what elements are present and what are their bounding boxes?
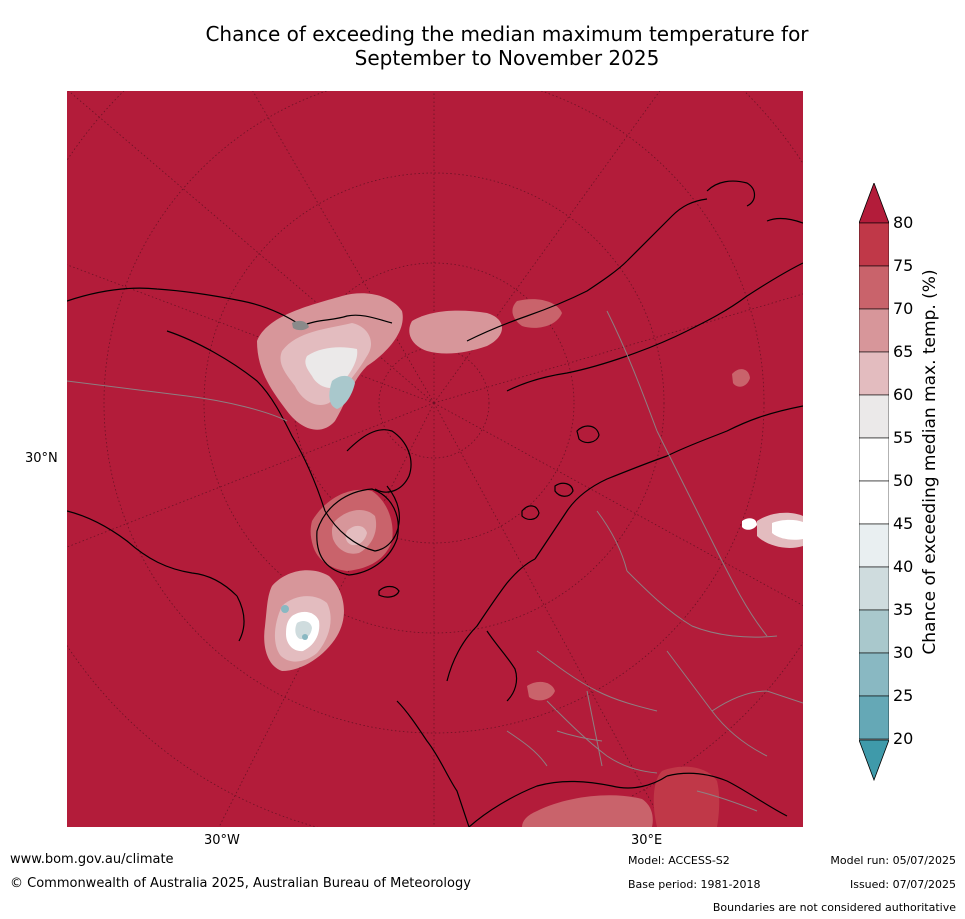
- probability-patches: [257, 293, 803, 827]
- colorbar-tick-label: 55: [893, 428, 914, 447]
- colorbar-bin: [859, 222, 889, 267]
- colorbar-bins: [859, 222, 889, 740]
- coastlines: [67, 180, 803, 827]
- colorbar-tick-label: 75: [893, 256, 914, 275]
- grey-patch: [292, 320, 309, 331]
- colorbar-tick-label: 35: [893, 600, 914, 619]
- colorbar-tick-label: 45: [893, 514, 914, 533]
- colorbar-tick-label: 50: [893, 471, 914, 490]
- model-run-text: Model run: 05/07/2025: [830, 854, 956, 867]
- colorbar-bin: [859, 265, 889, 310]
- colorbar-bin: [859, 394, 889, 439]
- lat-label-30n: 30°N: [25, 451, 58, 466]
- colorbar-bin: [859, 609, 889, 654]
- polar-projection-map: [67, 91, 803, 827]
- colorbar-tick-label: 20: [893, 729, 914, 748]
- colorbar-bin: [859, 523, 889, 568]
- colorbar-bin: [859, 308, 889, 353]
- colorbar-bin: [859, 437, 889, 482]
- colorbar-tick-label: 25: [893, 686, 914, 705]
- colorbar-tick-label: 65: [893, 342, 914, 361]
- model-text: Model: ACCESS-S2: [628, 854, 730, 867]
- website-link[interactable]: www.bom.gov.au/climate: [10, 852, 174, 867]
- colorbar-bin: [859, 652, 889, 697]
- lon-label-30e: 30°E: [631, 833, 663, 848]
- colorbar-tick-label: 60: [893, 385, 914, 404]
- colorbar-under-arrow: [859, 739, 889, 782]
- map-title-line2: September to November 2025: [354, 46, 660, 70]
- colorbar-over-arrow: [859, 183, 889, 224]
- map-canvas: [67, 91, 803, 827]
- colorbar-bin: [859, 351, 889, 396]
- colorbar-label: Chance of exceeding median max. temp. (%…: [920, 269, 940, 655]
- copyright-text: © Commonwealth of Australia 2025, Austra…: [10, 876, 471, 891]
- colorbar-tick-label: 70: [893, 299, 914, 318]
- lon-label-30w: 30°W: [204, 833, 240, 848]
- colorbar-bin: [859, 695, 889, 740]
- colorbar-tick-label: 40: [893, 557, 914, 576]
- colorbar-tick-label: 30: [893, 643, 914, 662]
- map-title-line1: Chance of exceeding the median maximum t…: [205, 22, 809, 46]
- colorbar: [859, 183, 889, 782]
- disclaimer-text: Boundaries are not considered authoritat…: [712, 901, 956, 914]
- colorbar-bin: [859, 566, 889, 611]
- country-borders: [67, 310, 803, 812]
- map-graticule: [67, 91, 803, 827]
- colorbar-bin: [859, 480, 889, 525]
- base-period-text: Base period: 1981-2018: [628, 878, 761, 891]
- issued-text: Issued: 07/07/2025: [849, 878, 956, 891]
- colorbar-tick-label: 80: [893, 213, 914, 232]
